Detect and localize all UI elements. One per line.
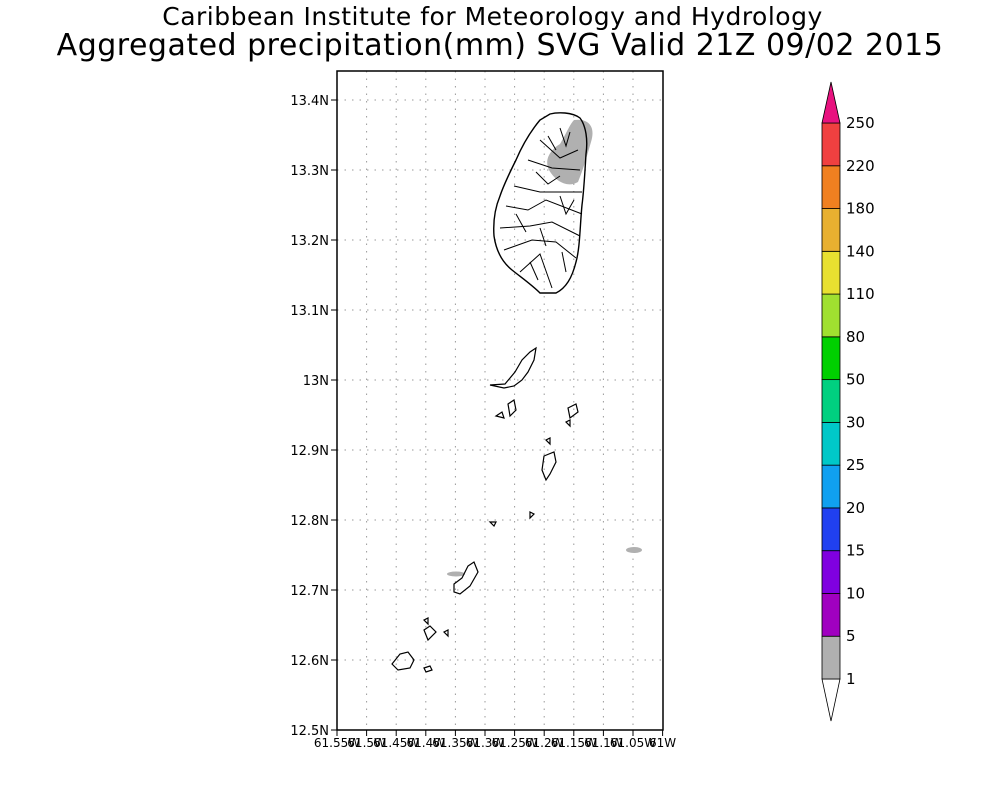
- legend-swatch: [821, 464, 841, 509]
- grid-lines: [337, 71, 663, 730]
- legend-swatch: [821, 635, 841, 680]
- lat-tick-label: 12.5N: [290, 724, 329, 739]
- chart-subtitle: Aggregated precipitation(mm) SVG Valid 2…: [56, 28, 944, 63]
- lat-tick-label: 12.6N: [290, 654, 329, 669]
- legend-label: 180: [846, 200, 875, 218]
- precipitation-areas: [447, 119, 642, 577]
- legend-label: 1: [846, 670, 856, 688]
- lat-tick-label: 13.4N: [290, 94, 329, 109]
- legend-swatch: [821, 550, 841, 594]
- lon-tick-label: 61.1W: [584, 736, 623, 750]
- legend-arrow-top: [821, 81, 841, 124]
- legend-label: 80: [846, 328, 865, 346]
- chart-title: Caribbean Institute for Meteorology and …: [162, 2, 823, 31]
- legend-swatch: [821, 593, 841, 637]
- lat-tick-label: 12.9N: [290, 444, 329, 459]
- legend-swatch: [821, 250, 841, 295]
- legend-swatch: [821, 507, 841, 552]
- legend-swatch: [821, 336, 841, 381]
- lat-tick-label: 12.7N: [290, 584, 329, 599]
- legend-arrow-bottom: [821, 678, 841, 722]
- rain-area-east: [626, 547, 642, 553]
- legend-swatch: [821, 421, 841, 466]
- lon-tick-label: 61.3W: [466, 736, 505, 750]
- lat-tick-label: 13.3N: [290, 164, 329, 179]
- legend-label: 5: [846, 627, 856, 645]
- latitude-axis: 13.4N 13.3N 13.2N 13.1N 13N 12.9N 12.8N 12.7N 12…: [290, 94, 337, 739]
- lon-tick-label: 61.45W: [373, 736, 419, 750]
- lat-tick-label: 12.8N: [290, 514, 329, 529]
- legend-label: 30: [846, 413, 865, 431]
- lon-tick-label: 61.55W: [314, 736, 360, 750]
- lon-tick-label: 61.35W: [432, 736, 478, 750]
- legend-label: 110: [846, 285, 875, 303]
- legend-label: 25: [846, 456, 865, 474]
- legend-label: 50: [846, 371, 865, 389]
- longitude-axis: 61.55W61.5W61.45W61.4W61.35W61.3W61.25W6…: [314, 730, 676, 750]
- legend-label: 250: [846, 114, 875, 132]
- legend-swatch: [821, 208, 841, 252]
- plot-frame: [336, 70, 664, 731]
- lat-tick-label: 13N: [303, 374, 329, 389]
- island-st-vincent: [493, 112, 588, 294]
- legend-swatch: [821, 165, 841, 209]
- grenadine-islands: [391, 346, 579, 673]
- lon-tick-label: 61.25W: [491, 736, 537, 750]
- legend-label: 20: [846, 499, 865, 517]
- legend-label: 15: [846, 542, 865, 560]
- legend-label: 140: [846, 242, 875, 260]
- legend-label: 220: [846, 157, 875, 175]
- lon-tick-label: 61.05W: [610, 736, 656, 750]
- legend-swatch: [821, 293, 841, 338]
- lat-tick-label: 13.1N: [290, 304, 329, 319]
- legend-label: 10: [846, 584, 865, 602]
- rain-area-southwest: [447, 571, 465, 577]
- legend-swatch: [821, 122, 841, 167]
- lat-tick-label: 13.2N: [290, 234, 329, 249]
- lon-tick-label: 61.5W: [347, 736, 386, 750]
- lon-tick-label: 61W: [649, 736, 676, 750]
- legend-swatch: [821, 379, 841, 423]
- lon-tick-label: 61.4W: [407, 736, 446, 750]
- lon-tick-label: 61.2W: [525, 736, 564, 750]
- lon-tick-label: 61.15W: [551, 736, 597, 750]
